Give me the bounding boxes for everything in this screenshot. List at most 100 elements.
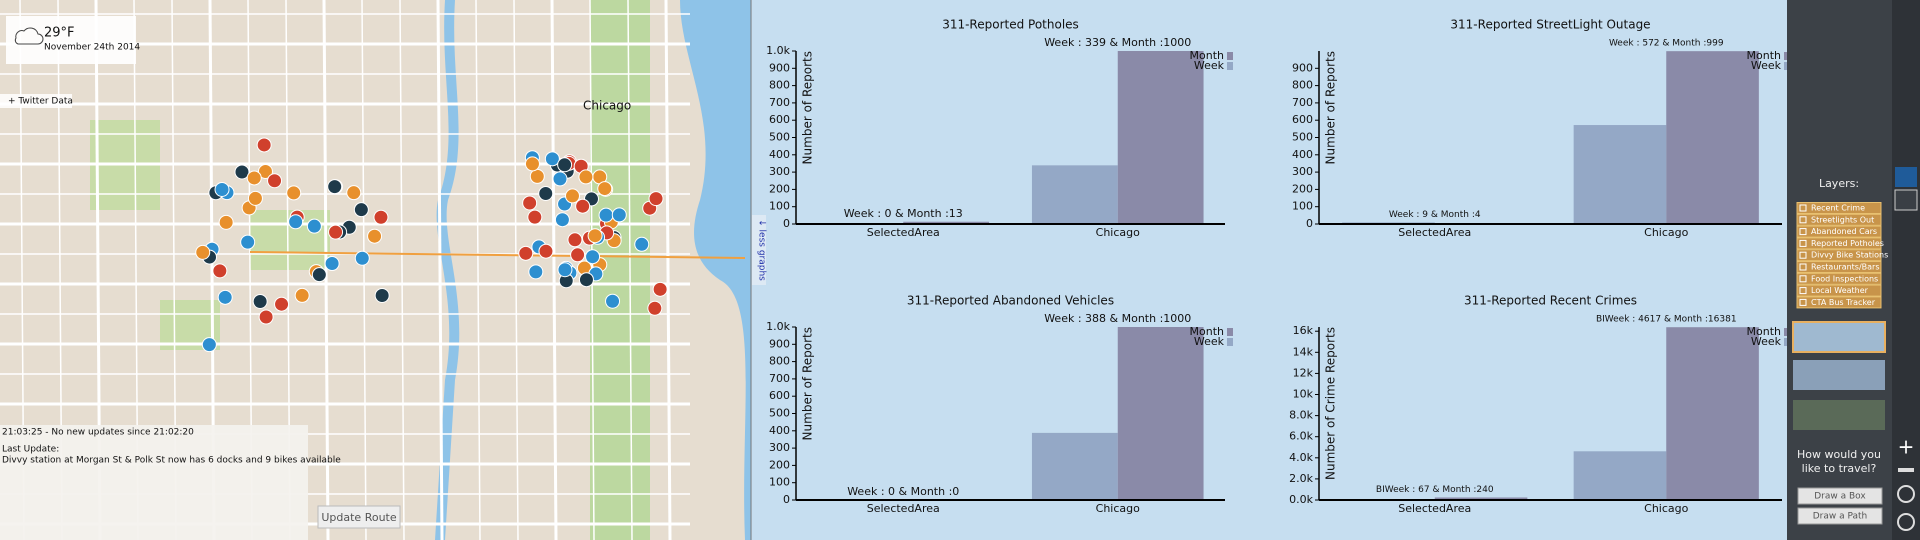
map-marker[interactable] <box>367 228 383 244</box>
annotation: BIWeek : 4617 & Month :16381 <box>1596 315 1737 325</box>
layer-item[interactable] <box>1796 237 1882 250</box>
map-marker[interactable] <box>647 300 663 316</box>
map-marker[interactable] <box>552 171 568 187</box>
y-tick-label: 8.0k <box>1289 409 1313 422</box>
map-marker[interactable] <box>527 209 543 225</box>
map-marker[interactable] <box>518 245 534 261</box>
map-marker[interactable] <box>246 170 262 186</box>
map-marker[interactable] <box>634 236 650 252</box>
map-marker[interactable] <box>557 262 573 278</box>
layer-item[interactable] <box>1796 296 1882 309</box>
route <box>249 251 746 259</box>
map-marker[interactable] <box>529 168 545 184</box>
twitter-toggle[interactable] <box>0 94 72 108</box>
map-marker[interactable] <box>605 293 621 309</box>
map-marker[interactable] <box>524 156 540 172</box>
layer-item[interactable] <box>1796 272 1882 285</box>
map-marker[interactable] <box>240 234 256 250</box>
zoom-in[interactable]: + <box>1898 435 1915 459</box>
map-marker[interactable] <box>578 169 594 185</box>
map[interactable]: 29°F November 24th 2014 + Twitter Data C… <box>0 0 751 540</box>
map-marker[interactable] <box>611 207 627 223</box>
map-marker[interactable] <box>564 188 580 204</box>
legend-swatch <box>1227 52 1233 60</box>
map-marker[interactable] <box>212 263 228 279</box>
map-marker[interactable] <box>328 224 344 240</box>
y-tick-label: 900 <box>769 61 790 74</box>
map-marker[interactable] <box>354 250 370 266</box>
layer-label: Local Weather <box>1811 286 1869 295</box>
map-marker[interactable] <box>195 244 211 260</box>
map-marker[interactable] <box>288 214 304 230</box>
map-marker[interactable] <box>218 214 234 230</box>
draw-box-button[interactable] <box>1797 487 1883 505</box>
map-marker[interactable] <box>554 212 570 228</box>
bar <box>1573 451 1667 500</box>
map-marker[interactable] <box>557 157 573 173</box>
basemap-thumb[interactable] <box>1792 321 1886 353</box>
map-marker[interactable] <box>234 164 250 180</box>
map-marker[interactable] <box>256 137 272 153</box>
map-marker[interactable] <box>346 185 362 201</box>
update-route-button[interactable] <box>317 505 401 529</box>
map-marker[interactable] <box>258 309 274 325</box>
y-tick-label: 400 <box>769 424 790 437</box>
map-marker[interactable] <box>578 272 594 288</box>
map-marker[interactable] <box>311 267 327 283</box>
y-tick-label: 800 <box>1292 79 1313 92</box>
layer-item[interactable] <box>1796 213 1882 226</box>
layer-item[interactable] <box>1796 249 1882 262</box>
map-marker[interactable] <box>257 164 273 180</box>
graph-tool[interactable] <box>1895 167 1917 187</box>
map-marker[interactable] <box>274 296 290 312</box>
draw-path-button[interactable] <box>1797 507 1883 525</box>
map-marker[interactable] <box>575 198 591 214</box>
layer-item[interactable] <box>1796 225 1882 238</box>
x-tick-label: SelectedArea <box>867 502 940 515</box>
street <box>399 0 405 540</box>
map-marker[interactable] <box>587 228 603 244</box>
y-tick-label: 700 <box>769 96 790 109</box>
layer-item[interactable] <box>1796 284 1882 297</box>
map-marker[interactable] <box>252 293 268 309</box>
map-marker[interactable] <box>567 232 583 248</box>
layer-list: Recent Crime Streetlights Out Abandoned Ca… <box>1796 202 1888 309</box>
map-marker[interactable] <box>327 179 343 195</box>
map-marker[interactable] <box>373 209 389 225</box>
layer-item[interactable] <box>1796 202 1882 214</box>
map-marker[interactable] <box>247 190 263 206</box>
map-marker[interactable] <box>324 256 340 272</box>
map-marker[interactable] <box>538 185 554 201</box>
map-marker[interactable] <box>570 247 586 263</box>
zoom-out[interactable] <box>1898 468 1914 472</box>
map-marker[interactable] <box>374 287 390 303</box>
map-marker[interactable] <box>544 151 560 167</box>
map-marker[interactable] <box>286 185 302 201</box>
locate-tool[interactable] <box>1897 485 1915 503</box>
map-marker[interactable] <box>267 173 283 189</box>
y-tick-label: 100 <box>1292 200 1313 213</box>
map-marker[interactable] <box>522 195 538 211</box>
map-marker[interactable] <box>585 249 601 265</box>
map-marker[interactable] <box>528 264 544 280</box>
help-tool[interactable] <box>1897 513 1915 531</box>
map-marker[interactable] <box>648 191 664 207</box>
map-marker[interactable] <box>294 287 310 303</box>
less-graphs-tab[interactable] <box>752 215 766 285</box>
map-marker[interactable] <box>217 289 233 305</box>
map-marker[interactable] <box>598 207 614 223</box>
basemap-thumb[interactable] <box>1793 360 1885 390</box>
map-marker[interactable] <box>201 337 217 353</box>
map-marker[interactable] <box>353 202 369 218</box>
map-marker[interactable] <box>214 182 230 198</box>
toggle-tool[interactable] <box>1894 189 1918 211</box>
map-marker[interactable] <box>597 181 613 197</box>
map-marker[interactable] <box>306 218 322 234</box>
map-marker[interactable] <box>652 281 668 297</box>
map-marker[interactable] <box>538 243 554 259</box>
layer-item[interactable] <box>1796 261 1882 273</box>
status-line: 21:03:25 - No new updates since 21:02:20 <box>2 428 194 438</box>
basemap-thumb[interactable] <box>1793 400 1885 430</box>
layer-label: Reported Potholes <box>1811 239 1884 248</box>
